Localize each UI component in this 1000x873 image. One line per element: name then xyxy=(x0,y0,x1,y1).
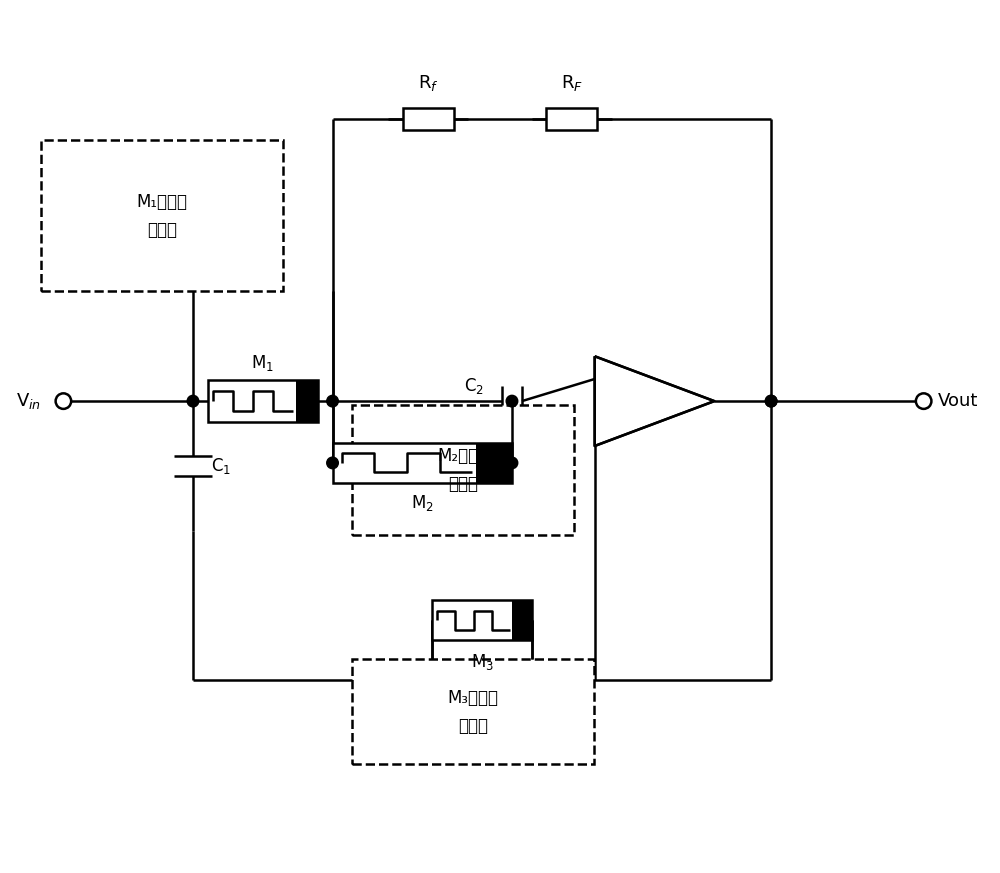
Circle shape xyxy=(327,395,338,407)
Circle shape xyxy=(765,395,777,407)
Bar xyxy=(296,380,318,422)
Text: V$_{in}$: V$_{in}$ xyxy=(16,391,41,411)
Text: Vout: Vout xyxy=(938,392,978,410)
Text: M$_3$: M$_3$ xyxy=(471,652,494,672)
Text: 制电路: 制电路 xyxy=(147,221,177,238)
Circle shape xyxy=(506,395,518,407)
Circle shape xyxy=(765,395,777,407)
Polygon shape xyxy=(595,356,714,446)
Text: C$_2$: C$_2$ xyxy=(464,376,484,396)
Circle shape xyxy=(56,394,71,409)
Text: M$_1$: M$_1$ xyxy=(251,354,274,373)
Bar xyxy=(546,108,597,130)
Text: 制电路: 制电路 xyxy=(458,717,488,734)
Circle shape xyxy=(327,457,338,469)
FancyBboxPatch shape xyxy=(352,405,574,534)
Bar xyxy=(432,601,532,641)
Text: M₁阻値控: M₁阻値控 xyxy=(137,193,188,210)
Polygon shape xyxy=(595,356,714,446)
Bar xyxy=(208,380,318,422)
Bar xyxy=(476,443,512,483)
Bar xyxy=(403,108,454,130)
FancyBboxPatch shape xyxy=(352,659,594,764)
Circle shape xyxy=(187,395,199,407)
Text: M₃阻値控: M₃阻値控 xyxy=(448,689,499,706)
Text: R$_F$: R$_F$ xyxy=(561,73,583,93)
Text: 制电路: 制电路 xyxy=(448,475,478,493)
Circle shape xyxy=(916,394,931,409)
Bar xyxy=(512,601,532,641)
Circle shape xyxy=(506,457,518,469)
Text: R$_f$: R$_f$ xyxy=(418,73,439,93)
Text: M$_2$: M$_2$ xyxy=(411,493,434,512)
Text: C$_1$: C$_1$ xyxy=(211,456,231,476)
Bar xyxy=(333,443,512,483)
FancyBboxPatch shape xyxy=(41,140,283,292)
Text: M₂阻値控: M₂阻値控 xyxy=(438,447,489,465)
